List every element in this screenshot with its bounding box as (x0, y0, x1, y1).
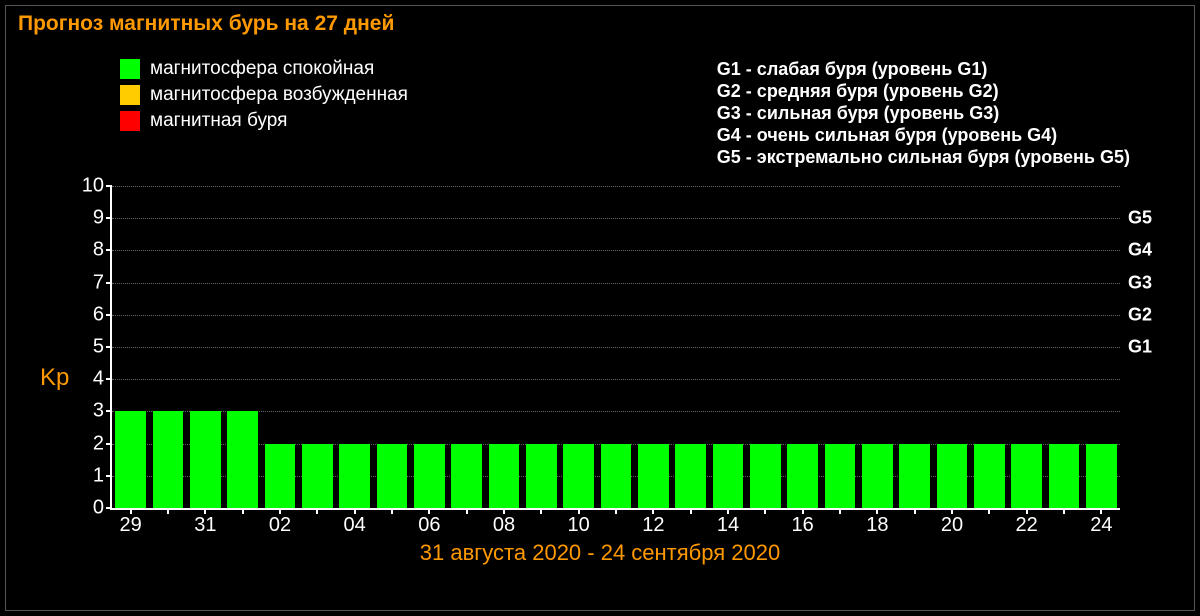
y-tick-label: 3 (93, 400, 112, 423)
x-tick-mark (466, 508, 468, 514)
x-tick-label: 16 (792, 508, 814, 537)
y-axis-label: Kp (40, 364, 69, 392)
x-tick-mark (764, 508, 766, 514)
bar (974, 444, 1005, 508)
bar (265, 444, 296, 508)
x-tick-label: 02 (269, 508, 291, 537)
grid-line (112, 250, 1120, 251)
x-tick-label: 04 (344, 508, 366, 537)
bar (227, 411, 258, 508)
bar (713, 444, 744, 508)
grid-line (112, 186, 1120, 187)
grid-line (112, 379, 1120, 380)
bar (489, 444, 520, 508)
grid-line (112, 347, 1120, 348)
x-tick-mark (540, 508, 542, 514)
bar (825, 444, 856, 508)
x-tick-mark (615, 508, 617, 514)
bar (1086, 444, 1117, 508)
x-tick-label: 24 (1090, 508, 1112, 537)
x-tick-mark (316, 508, 318, 514)
grid-line (112, 283, 1120, 284)
y-tick-label: 7 (93, 271, 112, 294)
y-tick-label: 10 (82, 175, 112, 198)
y-tick-label: 4 (93, 368, 112, 391)
bar (526, 444, 557, 508)
x-axis-title: 31 августа 2020 - 24 сентября 2020 (40, 540, 1160, 566)
x-tick-label: 10 (568, 508, 590, 537)
y-tick-label: 8 (93, 239, 112, 262)
bar (190, 411, 221, 508)
x-tick-mark (690, 508, 692, 514)
bar (1011, 444, 1042, 508)
x-tick-mark (839, 508, 841, 514)
y-tick-label: 5 (93, 336, 112, 359)
bar (414, 444, 445, 508)
grid-line (112, 218, 1120, 219)
x-tick-label: 20 (941, 508, 963, 537)
g-level-label: G1 (1120, 337, 1152, 358)
bar (153, 411, 184, 508)
bar (899, 444, 930, 508)
y-tick-label: 9 (93, 207, 112, 230)
y-tick-label: 2 (93, 432, 112, 455)
bar (862, 444, 893, 508)
y-tick-label: 1 (93, 464, 112, 487)
bar (787, 444, 818, 508)
x-tick-label: 06 (418, 508, 440, 537)
x-tick-mark (167, 508, 169, 514)
y-tick-label: 6 (93, 303, 112, 326)
bar (937, 444, 968, 508)
x-tick-mark (914, 508, 916, 514)
grid-line (112, 411, 1120, 412)
g-level-label: G5 (1120, 208, 1152, 229)
bar (377, 444, 408, 508)
y-tick-label: 0 (93, 497, 112, 520)
plot-area: 012345678910G1G2G3G4G5293102040608101214… (110, 186, 1120, 510)
g-level-label: G3 (1120, 272, 1152, 293)
bar (451, 444, 482, 508)
x-tick-mark (1063, 508, 1065, 514)
x-tick-label: 31 (194, 508, 216, 537)
x-tick-label: 29 (120, 508, 142, 537)
x-tick-mark (988, 508, 990, 514)
x-tick-mark (391, 508, 393, 514)
bar (339, 444, 370, 508)
bar (302, 444, 333, 508)
bar (563, 444, 594, 508)
x-tick-label: 18 (866, 508, 888, 537)
x-tick-label: 12 (642, 508, 664, 537)
bar (1049, 444, 1080, 508)
g-level-label: G4 (1120, 240, 1152, 261)
bar (115, 411, 146, 508)
bar (675, 444, 706, 508)
x-tick-mark (242, 508, 244, 514)
x-tick-label: 08 (493, 508, 515, 537)
grid-line (112, 315, 1120, 316)
x-tick-label: 22 (1016, 508, 1038, 537)
bar (638, 444, 669, 508)
bar (750, 444, 781, 508)
bar (601, 444, 632, 508)
x-tick-label: 14 (717, 508, 739, 537)
chart: Kp 012345678910G1G2G3G4G5293102040608101… (40, 186, 1160, 570)
g-level-label: G2 (1120, 304, 1152, 325)
